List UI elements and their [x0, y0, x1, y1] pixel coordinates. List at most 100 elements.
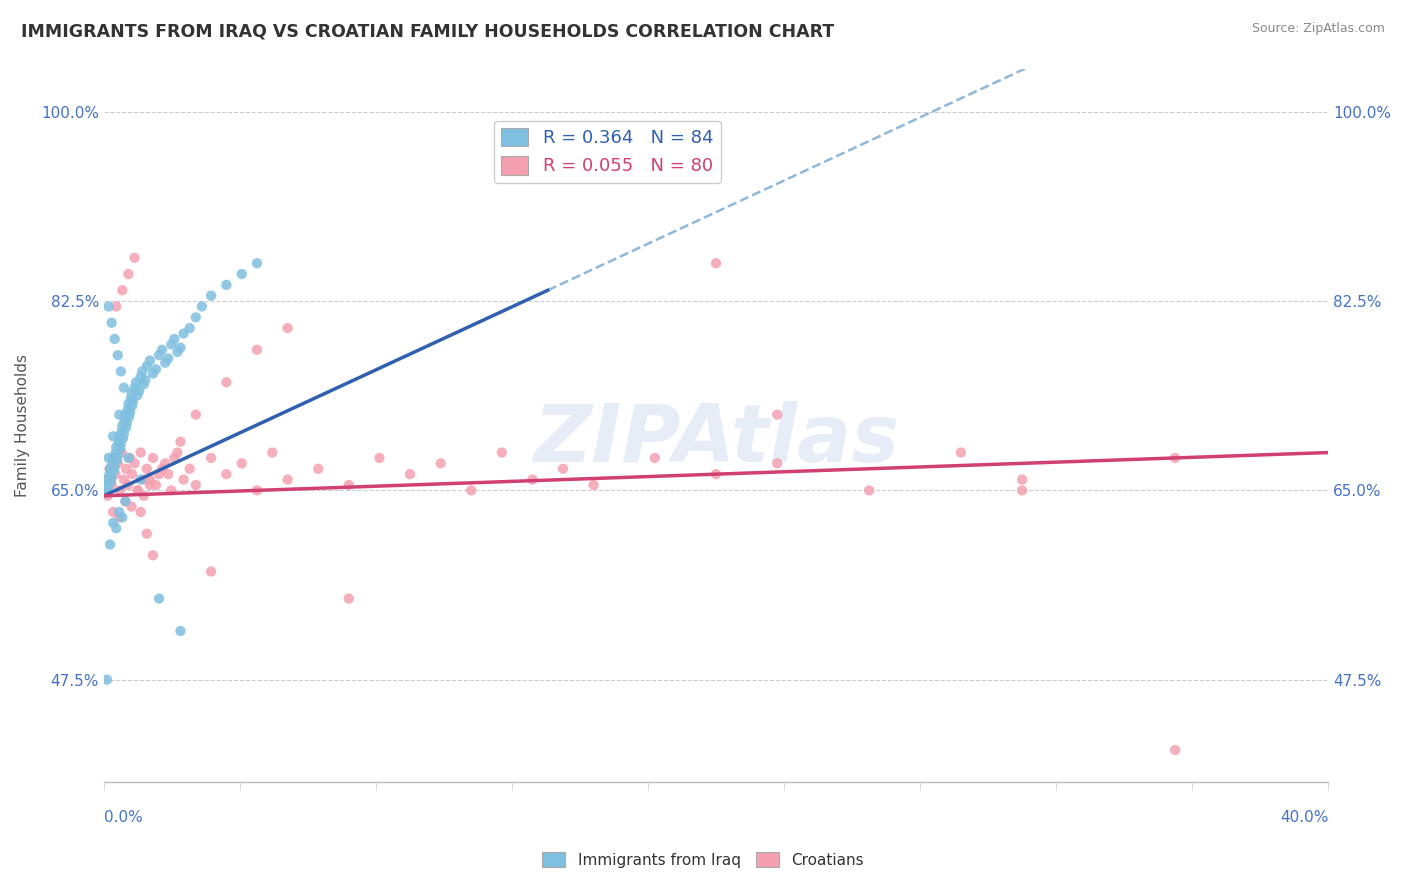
Point	[100, 475, 122, 489]
Point	[157, 467, 180, 482]
Point	[118, 450, 141, 465]
Point	[132, 473, 155, 487]
Point	[128, 384, 150, 398]
Point	[111, 418, 134, 433]
Point	[160, 483, 183, 498]
Point	[148, 591, 170, 606]
Point	[111, 283, 134, 297]
Point	[337, 478, 360, 492]
Point	[94, 478, 117, 492]
Point	[184, 310, 207, 325]
Point	[115, 462, 138, 476]
Point	[111, 445, 134, 459]
Point	[96, 485, 118, 500]
Point	[97, 300, 120, 314]
Point	[104, 459, 127, 474]
Point	[105, 453, 128, 467]
Point	[100, 470, 122, 484]
Point	[101, 456, 124, 470]
Point	[1011, 473, 1033, 487]
Point	[97, 481, 120, 495]
Point	[491, 445, 513, 459]
Point	[117, 267, 139, 281]
Point	[153, 456, 176, 470]
Point	[112, 427, 135, 442]
Point	[169, 341, 191, 355]
Point	[110, 364, 132, 378]
Point	[145, 362, 167, 376]
Point	[148, 348, 170, 362]
Point	[163, 332, 186, 346]
Point	[98, 467, 121, 482]
Point	[215, 277, 238, 292]
Point	[124, 456, 146, 470]
Point	[127, 388, 149, 402]
Point	[139, 473, 162, 487]
Point	[135, 462, 157, 476]
Point	[124, 251, 146, 265]
Point	[139, 478, 162, 492]
Point	[153, 356, 176, 370]
Point	[129, 473, 152, 487]
Point	[103, 464, 125, 478]
Point	[96, 673, 118, 687]
Point	[108, 429, 131, 443]
Point	[160, 337, 183, 351]
Point	[704, 467, 727, 482]
Point	[307, 462, 329, 476]
Point	[163, 450, 186, 465]
Point	[100, 478, 122, 492]
Point	[246, 483, 269, 498]
Point	[108, 483, 131, 498]
Point	[107, 434, 129, 449]
Point	[858, 483, 880, 498]
Point	[150, 343, 173, 357]
Text: Source: ZipAtlas.com: Source: ZipAtlas.com	[1251, 22, 1385, 36]
Point	[96, 473, 118, 487]
Point	[179, 321, 201, 335]
Point	[112, 473, 135, 487]
Point	[460, 483, 482, 498]
Point	[108, 505, 131, 519]
Point	[108, 442, 131, 457]
Point	[429, 456, 451, 470]
Point	[215, 467, 238, 482]
Point	[129, 505, 152, 519]
Point	[644, 450, 666, 465]
Point	[124, 381, 146, 395]
Point	[184, 408, 207, 422]
Point	[104, 332, 127, 346]
Point	[96, 473, 118, 487]
Point	[166, 445, 188, 459]
Point	[150, 462, 173, 476]
Text: ZIPAtlas: ZIPAtlas	[533, 401, 900, 479]
Point	[262, 445, 284, 459]
Point	[111, 510, 134, 524]
Point	[132, 489, 155, 503]
Text: 0.0%: 0.0%	[104, 810, 143, 824]
Point	[551, 462, 574, 476]
Point	[117, 397, 139, 411]
Point	[766, 456, 789, 470]
Point	[97, 489, 120, 503]
Point	[399, 467, 422, 482]
Point	[104, 467, 127, 482]
Point	[105, 521, 128, 535]
Point	[145, 478, 167, 492]
Point	[117, 450, 139, 465]
Point	[121, 467, 143, 482]
Point	[134, 373, 156, 387]
Point	[215, 376, 238, 390]
Point	[179, 462, 201, 476]
Point	[148, 467, 170, 482]
Point	[139, 353, 162, 368]
Point	[121, 386, 143, 401]
Legend: R = 0.364   N = 84, R = 0.055   N = 80: R = 0.364 N = 84, R = 0.055 N = 80	[494, 120, 720, 183]
Point	[277, 473, 299, 487]
Point	[129, 369, 152, 384]
Point	[184, 478, 207, 492]
Point	[118, 405, 141, 419]
Point	[121, 399, 143, 413]
Point	[1011, 483, 1033, 498]
Point	[246, 256, 269, 270]
